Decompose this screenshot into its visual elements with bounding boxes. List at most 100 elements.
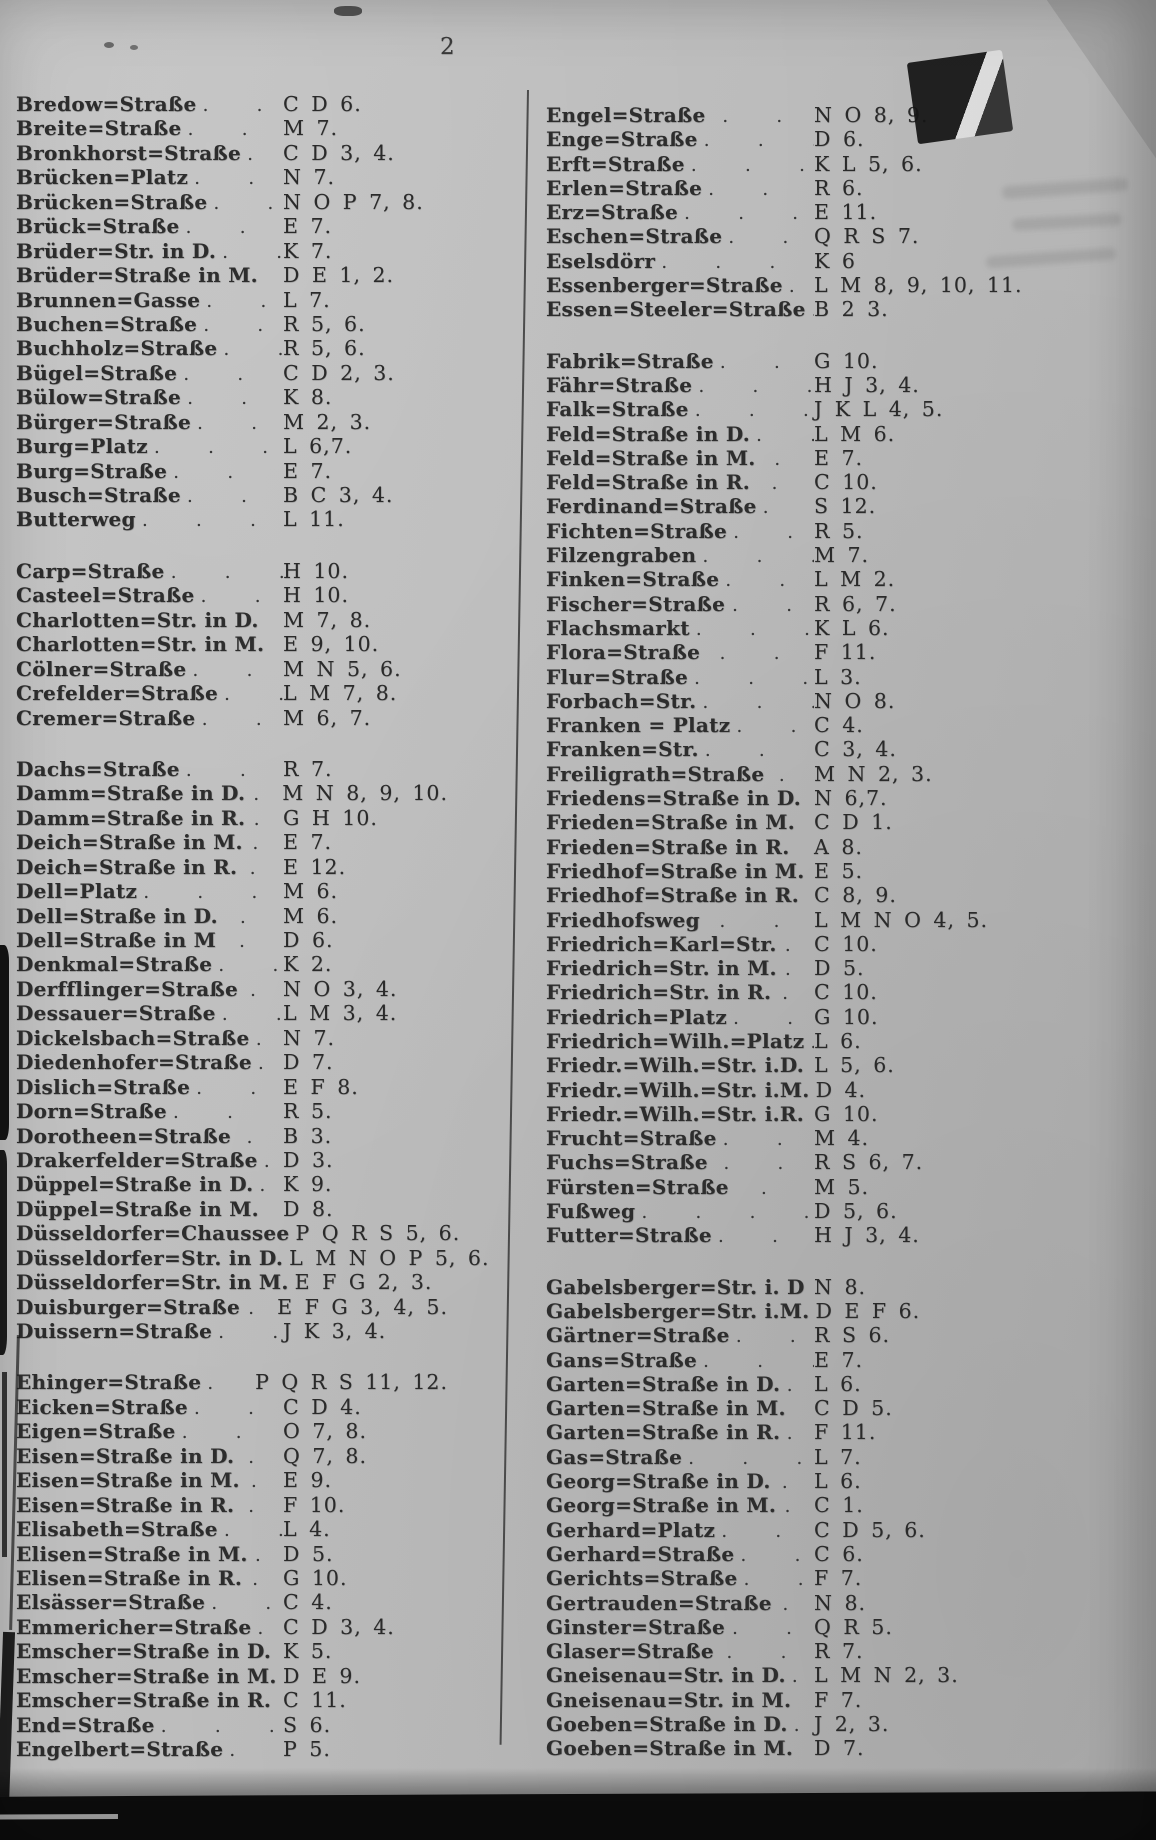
street-row: Eselsdörr. . . . .K 6 <box>546 249 1146 273</box>
dot-leader: . . <box>207 1372 255 1395</box>
street-row: Brüder=Straße in M. D E 1, 2. <box>16 263 448 287</box>
scan-artifact-speck <box>130 45 138 50</box>
grid-ref: C 3, 4. <box>814 737 897 762</box>
street-name: Ehinger=Straße <box>16 1370 202 1395</box>
grid-ref: S 6. <box>283 1712 332 1737</box>
street-row: Dorn=Straße. . .R 5. <box>16 1099 448 1123</box>
street-row: Flur=Straße. . . L 3. <box>546 665 1146 689</box>
street-name: Elisen=Straße in M. <box>16 1541 248 1566</box>
street-row: Flora=Straße . . F 11. <box>546 640 1146 664</box>
street-name: Düsseldorfer=Str. in M. <box>16 1270 289 1295</box>
street-row: Elisen=Straße in R.. G 10. <box>16 1566 448 1590</box>
street-name: Emmericher=Straße <box>16 1614 252 1639</box>
street-row: Fußweg. . . . .D 5, 6. <box>546 1199 1146 1223</box>
street-row: Friedr.=Wilh.=Str. i.M. D 4. <box>546 1078 1146 1102</box>
dot-leader: . . . <box>196 1076 283 1099</box>
street-row: Brück=Straße. . .E 7. <box>16 214 448 238</box>
street-name: Eisen=Straße in D. <box>16 1443 235 1468</box>
grid-ref: D 8. <box>283 1196 334 1221</box>
dot-leader: . <box>252 832 280 855</box>
street-row: Essenberger=Straße. L M 8, 9, 10, 11. <box>546 273 1146 297</box>
street-row: Erlen=Straße. . .R 6. <box>546 176 1146 200</box>
scan-artifact-left-tear <box>0 1631 16 1808</box>
street-row: Frucht=Straße. . .M 4. <box>546 1126 1146 1150</box>
dot-leader: . <box>786 1422 814 1445</box>
grid-ref: P Q R S 11, 12. <box>255 1370 448 1395</box>
dot-leader: . <box>248 1445 276 1468</box>
scan-artifact-bottom-strip <box>0 1791 1156 1840</box>
street-row: Derfflinger=Straße. N O 3, 4. <box>16 977 448 1001</box>
grid-ref: N 8. <box>814 1274 867 1299</box>
grid-ref: C 1. <box>814 1493 864 1518</box>
dot-leader: . <box>784 958 812 981</box>
scan-artifact-bottom-sliver <box>0 1814 118 1820</box>
street-name: Cremer=Straße <box>16 705 196 730</box>
street-name: Fabrik=Straße <box>546 348 714 373</box>
dot-leader: . <box>784 1495 812 1518</box>
street-row: Goeben=Straße in M. D 7. <box>546 1736 1146 1760</box>
dot-leader: . <box>250 1470 278 1493</box>
street-name: Dickelsbach=Straße <box>16 1025 250 1050</box>
street-name: Flora=Straße <box>546 640 701 665</box>
street-name: Brüder=Straße in M. <box>16 263 258 288</box>
dot-leader: . . <box>218 954 278 977</box>
street-name: Frieden=Straße in R. <box>546 834 790 859</box>
grid-ref: H 10. <box>283 583 349 608</box>
dot-leader: . <box>788 1714 814 1736</box>
dot-leader: . . . <box>206 289 283 312</box>
dot-leader: . . . . <box>153 436 283 459</box>
dot-leader: . . <box>735 1325 814 1348</box>
street-row: Freiligrath=Straße. M N 2, 3. <box>546 762 1146 786</box>
street-name: Gertrauden=Straße <box>546 1590 772 1615</box>
street-row: Bronkhorst=Straße. .C D 3, 4. <box>16 141 448 165</box>
dot-leader: . . . <box>202 94 283 116</box>
street-name: Engelbert=Straße <box>16 1737 224 1761</box>
street-row: Elisen=Straße in M.. D 5. <box>16 1542 448 1566</box>
street-row: Buchholz=Straße. .R 5, 6. <box>16 336 448 360</box>
dot-leader: . . . . <box>690 153 814 176</box>
grid-ref: E 7. <box>283 458 333 483</box>
street-row: Düsseldorfer=Str. in M. E F G 2, 3. <box>16 1270 448 1294</box>
street-row: Frieden=Straße in R. A 8. <box>546 835 1146 859</box>
street-row: Emmericher=Straße. C D 3, 4. <box>16 1615 448 1639</box>
street-name: Friedhof=Straße in M. <box>546 858 805 883</box>
street-name: Gas=Straße <box>546 1444 683 1469</box>
dot-leader: . <box>786 1373 814 1396</box>
street-row: Bredow=Straße. . .C D 6. <box>16 92 448 116</box>
grid-ref: R 5. <box>814 518 864 543</box>
street-name: Friedr.=Wilh.=Str. i.D. <box>546 1053 805 1078</box>
street-row: Falk=Straße. . . .J K L 4, 5. <box>546 397 1146 421</box>
street-row: Goeben=Straße in D..J 2, 3. <box>546 1712 1146 1736</box>
dot-leader: . . <box>723 1152 805 1175</box>
grid-ref: M N 5, 6. <box>283 656 402 681</box>
grid-ref: Q R S 7. <box>814 224 920 249</box>
street-name: Erft=Straße <box>546 151 685 176</box>
street-row: Garten=Straße in D.. L 6. <box>546 1372 1146 1396</box>
grid-ref: A 8. <box>814 834 863 859</box>
street-name: Friedhofsweg <box>546 907 700 932</box>
grid-ref: E 5. <box>814 858 864 883</box>
street-name: Gabelsberger=Str. i.M. <box>546 1298 810 1323</box>
street-row: Gans=Straße . . .E 7. <box>546 1348 1146 1372</box>
street-row: Busch=Straße. . .B C 3, 4. <box>16 483 448 507</box>
grid-ref: R 6, 7. <box>814 591 897 616</box>
street-name: Fähr=Straße <box>546 372 693 397</box>
street-row: Brunnen=Gasse. . .L 7. <box>16 288 448 312</box>
street-row: Fabrik=Straße. . .G 10. <box>546 349 1146 373</box>
street-name: Friedhof=Straße in R. <box>546 883 799 908</box>
street-row: Drakerfelder=Straße.D 3. <box>16 1148 448 1172</box>
street-name: Essen=Steeler=Straße <box>546 297 806 322</box>
dot-leader: . . <box>756 423 814 446</box>
grid-ref: K 2. <box>283 952 333 977</box>
grid-ref: M 7. <box>814 543 870 568</box>
street-name: Friedrich=Karl=Str. <box>546 931 777 956</box>
grid-ref: D 4. <box>815 1077 867 1102</box>
dot-leader: . . . <box>719 350 814 373</box>
street-name: Eigen=Straße <box>16 1419 176 1444</box>
street-row: Denkmal=Straße. .K 2. <box>16 952 448 976</box>
grid-ref: G 10. <box>814 348 879 373</box>
grid-ref: D 7. <box>283 1050 334 1075</box>
grid-ref: B 2 3. <box>814 297 889 322</box>
street-name: Freiligrath=Straße <box>546 761 765 786</box>
dot-leader: . . <box>722 105 804 127</box>
